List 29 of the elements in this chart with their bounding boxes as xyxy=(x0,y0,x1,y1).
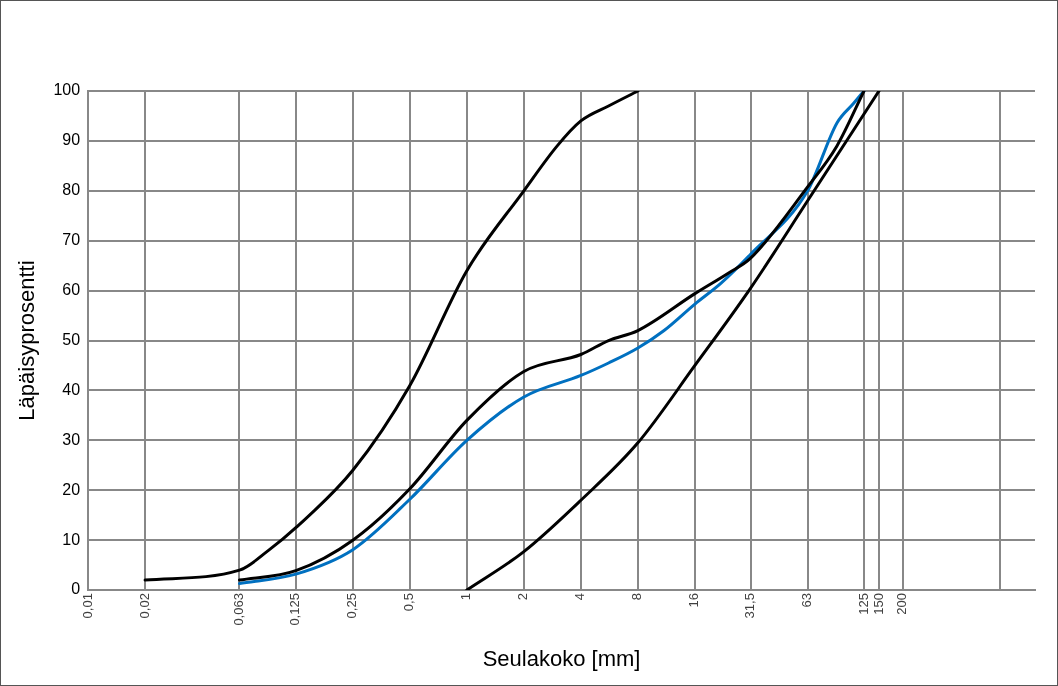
y-tick-label: 60 xyxy=(62,281,81,299)
x-tick-label: 0,01 xyxy=(79,593,95,619)
x-tick-label: 31,5 xyxy=(742,593,758,619)
x-axis-title: Seulakoko [mm] xyxy=(482,645,641,671)
x-tick-label: 8 xyxy=(629,593,645,601)
x-tick-label: 150 xyxy=(870,593,886,615)
y-tick-label: 80 xyxy=(62,181,81,199)
x-tick-label: 125 xyxy=(855,593,871,615)
x-tick-label: 0,5 xyxy=(401,593,417,612)
y-tick-label: 70 xyxy=(62,231,81,249)
y-tick-label: 30 xyxy=(62,430,81,448)
x-tick-label: 200 xyxy=(894,593,910,615)
y-tick-label: 10 xyxy=(62,530,81,548)
x-tick-label: 0,125 xyxy=(287,593,303,626)
y-tick-label: 20 xyxy=(62,480,81,498)
x-tick-label: 0,25 xyxy=(344,593,360,619)
y-tick-label: 50 xyxy=(62,330,81,348)
x-tick-label: 4 xyxy=(572,593,588,601)
x-tick-label: 0,063 xyxy=(231,593,247,626)
x-tick-label: 2 xyxy=(515,593,531,601)
x-tick-label: 0,02 xyxy=(136,593,152,619)
x-tick-label: 1 xyxy=(458,593,474,601)
y-axis-title: Läpäisyprosentti xyxy=(14,260,40,421)
x-tick-label: 63 xyxy=(799,593,815,608)
x-tick-label: 16 xyxy=(686,593,702,608)
y-tick-label: 90 xyxy=(62,131,81,149)
y-tick-label: 100 xyxy=(53,81,81,99)
y-tick-label: 0 xyxy=(71,580,81,598)
y-tick-label: 40 xyxy=(62,380,81,398)
